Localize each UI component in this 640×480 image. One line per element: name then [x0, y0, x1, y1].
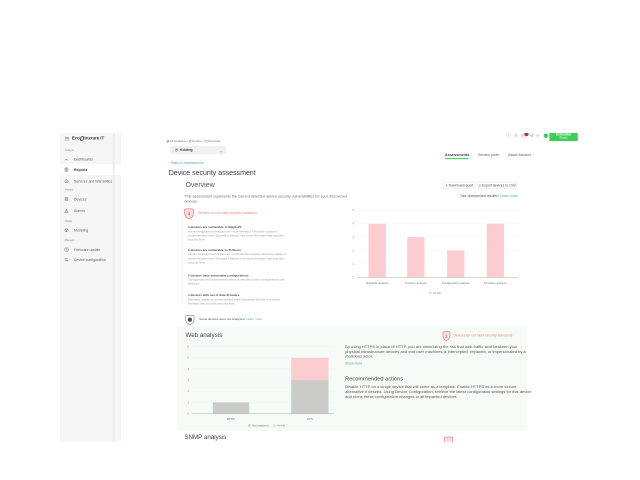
svg-text:Firmware analysis: Firmware analysis	[484, 281, 507, 285]
svg-text:2: 2	[445, 335, 447, 339]
svg-text:5: 5	[187, 356, 189, 360]
svg-text:1: 1	[353, 262, 355, 266]
svg-text:4: 4	[188, 211, 191, 216]
svg-text:3: 3	[353, 235, 355, 239]
svg-text:UPS: UPS	[307, 417, 313, 421]
svg-text:4: 4	[187, 367, 189, 371]
svg-text:Not analyzed: Not analyzed	[252, 424, 269, 428]
svg-text:6: 6	[187, 344, 189, 348]
svg-text:3: 3	[187, 378, 189, 382]
svg-text:Ripple20 analysis: Ripple20 analysis	[366, 281, 389, 285]
svg-text:0: 0	[187, 411, 189, 415]
svg-text:1: 1	[187, 400, 189, 404]
svg-text:0: 0	[353, 275, 355, 279]
svg-text:2: 2	[187, 389, 189, 393]
svg-text:TLStorm analysis: TLStorm analysis	[405, 281, 427, 285]
svg-text:5: 5	[353, 208, 355, 212]
svg-text:2: 2	[353, 248, 355, 252]
svg-text:At risk: At risk	[277, 424, 285, 428]
svg-text:Configuration analysis: Configuration analysis	[442, 281, 470, 285]
svg-text:RPDU: RPDU	[227, 417, 235, 421]
svg-text:At risk: At risk	[433, 291, 441, 295]
svg-text:4: 4	[353, 222, 355, 226]
